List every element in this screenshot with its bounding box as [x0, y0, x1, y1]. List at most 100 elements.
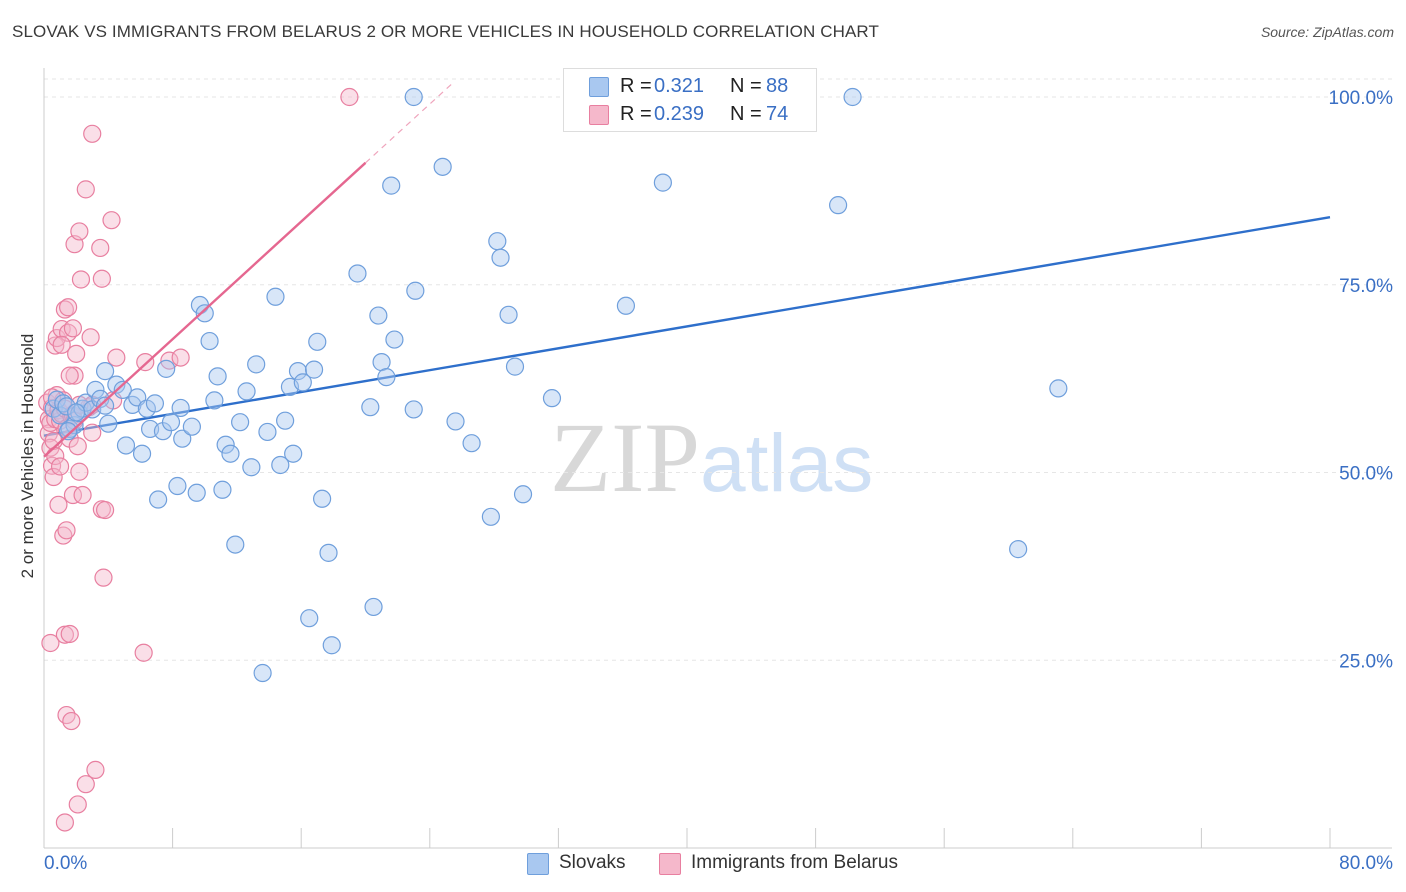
data-point-slovaks — [372, 353, 391, 372]
x-tick-label: 0.0% — [44, 853, 87, 874]
data-point-belarus — [46, 336, 65, 355]
watermark-zip: ZIP — [550, 402, 700, 513]
data-point-belarus — [42, 388, 62, 407]
data-point-slovaks — [182, 417, 201, 436]
data-point-belarus — [136, 353, 155, 372]
data-point-slovaks — [116, 436, 136, 455]
data-point-belarus — [83, 124, 102, 143]
data-point-slovaks — [266, 287, 285, 306]
data-point-slovaks — [513, 485, 533, 504]
data-point-slovaks — [406, 281, 425, 300]
data-point-slovaks — [322, 636, 341, 655]
data-point-slovaks — [377, 368, 396, 387]
gridlines — [44, 78, 1392, 661]
y-tick-label: 75.0% — [1339, 276, 1393, 297]
data-point-slovaks — [319, 543, 338, 562]
data-point-slovaks — [173, 429, 192, 448]
data-point-slovaks — [67, 403, 86, 422]
data-point-slovaks — [171, 398, 190, 418]
n-value: 88 — [766, 75, 789, 97]
watermark: ZIPatlas — [550, 400, 873, 515]
data-point-slovaks — [76, 393, 95, 412]
source-credit: Source: ZipAtlas.com — [1260, 24, 1394, 40]
data-point-belarus — [68, 437, 87, 456]
data-point-belarus — [44, 467, 63, 487]
data-point-slovaks — [616, 296, 636, 315]
data-point-slovaks — [195, 304, 214, 323]
y-tick-label: 50.0% — [1339, 464, 1393, 485]
data-point-belarus — [41, 633, 60, 653]
data-point-slovaks — [157, 359, 176, 378]
data-point-slovaks — [404, 87, 423, 107]
data-point-slovaks — [237, 382, 256, 401]
data-point-belarus — [76, 775, 95, 794]
data-point-slovaks — [208, 367, 227, 386]
data-point-slovaks — [200, 331, 219, 351]
data-point-belarus — [86, 760, 105, 779]
data-point-belarus — [81, 328, 100, 347]
r-value: 0.321 — [654, 75, 705, 97]
data-point-slovaks — [86, 380, 105, 399]
x-tick-label: 80.0% — [1339, 853, 1393, 874]
legend-row-slovaks: R = 0.321 N = 88 — [564, 72, 816, 100]
legend-swatch-blue — [527, 853, 549, 875]
y-tick-label: 100.0% — [1329, 88, 1394, 109]
data-point-belarus — [70, 462, 89, 481]
r-label: R = — [620, 103, 652, 125]
legend-swatch-pink — [659, 853, 681, 875]
data-point-slovaks — [205, 391, 224, 410]
data-point-belarus — [57, 521, 76, 540]
data-point-belarus — [102, 211, 121, 230]
data-point-slovaks — [361, 398, 380, 417]
data-point-slovaks — [187, 483, 206, 502]
data-point-belarus — [67, 344, 86, 363]
data-point-belarus — [73, 485, 92, 505]
data-point-belarus — [83, 423, 102, 442]
data-point-slovaks — [113, 380, 132, 399]
r-label: R = — [620, 75, 652, 97]
data-point-slovaks — [149, 490, 168, 509]
data-point-belarus — [94, 568, 113, 587]
data-point-slovaks — [226, 535, 245, 554]
trend-line-immigrants-from-belarus — [43, 81, 455, 458]
data-point-slovaks — [446, 412, 465, 431]
data-point-belarus — [60, 366, 79, 385]
data-point-slovaks — [99, 414, 118, 433]
data-point-belarus — [60, 624, 79, 644]
data-point-belarus — [76, 180, 95, 199]
data-point-slovaks — [284, 444, 303, 463]
data-point-slovaks — [293, 373, 312, 392]
axes — [43, 68, 1392, 849]
trend-line-belarus-dashed — [365, 81, 455, 164]
data-point-belarus — [55, 625, 74, 644]
data-point-slovaks — [242, 458, 261, 477]
data-point-slovaks — [95, 396, 115, 415]
n-label: N = — [730, 103, 762, 125]
data-point-belarus — [55, 300, 74, 319]
data-point-slovaks — [59, 422, 78, 441]
trend-line-belarus-solid — [43, 161, 367, 458]
data-point-slovaks — [348, 264, 367, 283]
data-point-slovaks — [499, 305, 518, 324]
data-point-slovaks — [404, 400, 423, 419]
data-point-belarus — [95, 500, 115, 520]
data-point-belarus — [52, 335, 71, 354]
data-point-belarus — [70, 222, 89, 241]
data-point-belarus — [71, 270, 91, 289]
tick-labels: 25.0% 50.0% 75.0% 100.0% 0.0% 80.0% — [44, 88, 1393, 874]
data-point-slovaks — [653, 173, 672, 192]
legend-row-belarus: R = 0.239 N = 74 — [564, 100, 816, 128]
data-point-slovaks — [462, 434, 481, 453]
data-point-slovaks — [213, 480, 232, 499]
data-point-slovaks — [385, 330, 404, 349]
data-point-slovaks — [271, 455, 290, 475]
data-point-slovaks — [95, 362, 115, 381]
data-point-belarus — [63, 485, 83, 505]
series-legend: Slovaks Immigrants from Belarus — [0, 852, 1406, 878]
correlation-legend: R = 0.321 N = 88 R = 0.239 N = 74 — [563, 68, 817, 132]
data-point-slovaks — [542, 389, 562, 408]
series-slovaks — [44, 87, 1068, 683]
r-value: 0.239 — [654, 103, 705, 125]
data-point-slovaks — [843, 87, 862, 107]
data-point-belarus — [55, 813, 74, 832]
